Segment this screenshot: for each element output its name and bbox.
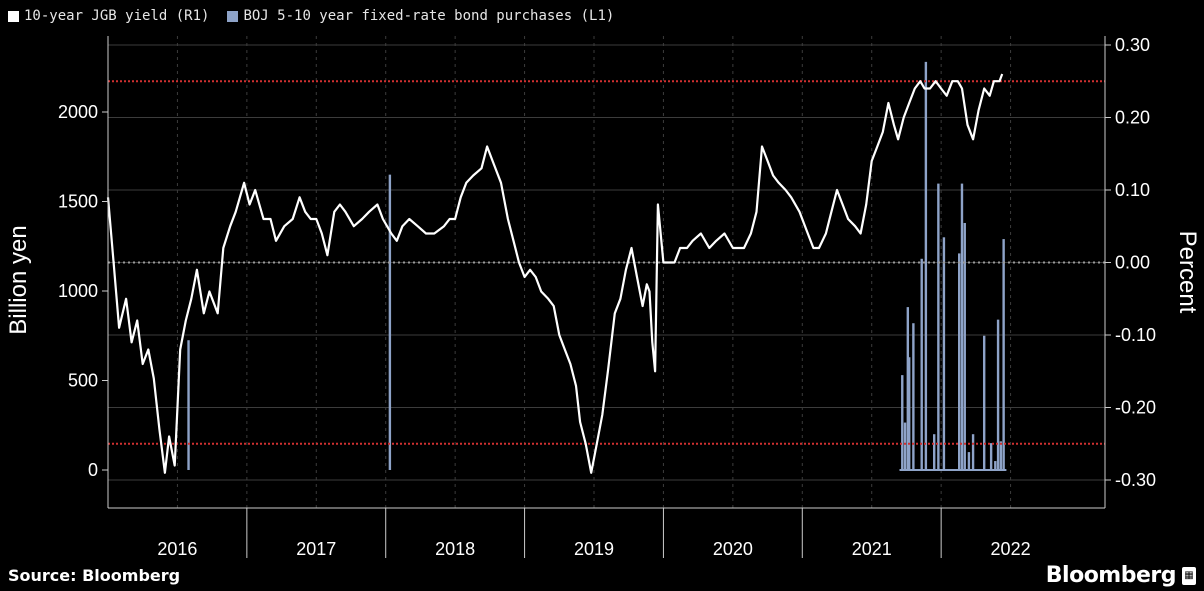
purchase-bar: [901, 375, 904, 470]
purchase-bar: [924, 61, 928, 470]
purchase-bar: [957, 253, 961, 470]
chart: 0.30 0.20 0.10 0.00 -0.10 -0.20 -0.30 0 500 1000 1…: [5, 35, 1201, 559]
purchase-bar: [937, 183, 940, 470]
brand-logo: Bloomberg ▦: [1046, 563, 1196, 588]
right-tick-label: -0.10: [1115, 325, 1156, 345]
purchase-bar: [963, 222, 966, 470]
purchase-bar: [920, 258, 923, 470]
left-axis-title: Billion yen: [5, 225, 32, 334]
purchase-bar: [999, 441, 1003, 470]
x-tick-label: 2021: [852, 539, 892, 559]
purchase-bar: [982, 335, 986, 470]
left-tick-label: 1000: [58, 281, 98, 301]
purchase-bar: [908, 357, 911, 470]
right-tick-label: -0.20: [1115, 398, 1156, 418]
brand-name: Bloomberg: [1045, 563, 1177, 588]
purchase-bar: [912, 323, 915, 470]
legend-label-yield: 10-year JGB yield (R1): [24, 8, 210, 24]
purchase-bar: [971, 434, 975, 470]
reference-lines: [108, 80, 1105, 445]
x-tick-label: 2017: [296, 539, 336, 559]
purchase-bar: [996, 319, 1000, 470]
purchase-bar: [933, 434, 936, 470]
right-tick-label: 0.30: [1115, 35, 1150, 55]
purchase-bar: [906, 307, 910, 470]
x-tick-label: 2018: [435, 539, 475, 559]
legend-item-purchases[interactable]: BOJ 5-10 year fixed-rate bond purchases …: [227, 8, 614, 24]
left-tick-label: 0: [88, 460, 98, 480]
purchase-bar: [388, 174, 392, 470]
x-tick-label: 2019: [574, 539, 614, 559]
yield-line-group: [106, 73, 1004, 474]
x-tick-label: 2022: [991, 539, 1031, 559]
axes: 0.30 0.20 0.10 0.00 -0.10 -0.20 -0.30 0 500 1000 1…: [5, 35, 1201, 559]
source-note: Source: Bloomberg: [8, 566, 181, 585]
legend-label-purchases: BOJ 5-10 year fixed-rate bond purchases …: [243, 8, 615, 24]
legend-item-yield[interactable]: 10-year JGB yield (R1): [8, 8, 209, 24]
right-tick-label: 0.00: [1115, 253, 1150, 273]
purchase-bar: [994, 461, 997, 470]
grid: [108, 36, 1105, 508]
x-tick-label: 2020: [713, 539, 753, 559]
right-axis-title: Percent: [1174, 231, 1201, 314]
left-tick-label: 1500: [58, 192, 98, 212]
bloomberg-terminal-icon: ▦: [1182, 566, 1196, 585]
legend: 10-year JGB yield (R1) BOJ 5-10 year fix…: [8, 6, 614, 26]
right-tick-label: 0.10: [1115, 180, 1150, 200]
purchase-bar: [960, 183, 964, 470]
yield-line: [106, 73, 1004, 474]
purchase-bar: [903, 422, 907, 470]
purchase-bar: [989, 443, 993, 470]
purchase-bar: [1002, 239, 1005, 470]
right-tick-label: -0.30: [1115, 470, 1156, 490]
purchase-bar: [187, 340, 190, 470]
purchase-bar: [967, 452, 971, 470]
left-tick-label: 2000: [58, 102, 98, 122]
legend-swatch-purchases: [227, 10, 239, 22]
purchase-bar: [942, 237, 946, 470]
legend-swatch-yield: [8, 10, 19, 22]
left-tick-label: 500: [68, 371, 98, 391]
x-tick-label: 2016: [157, 539, 197, 559]
right-tick-label: 0.20: [1115, 108, 1150, 128]
purchases-bars: [187, 61, 1007, 471]
